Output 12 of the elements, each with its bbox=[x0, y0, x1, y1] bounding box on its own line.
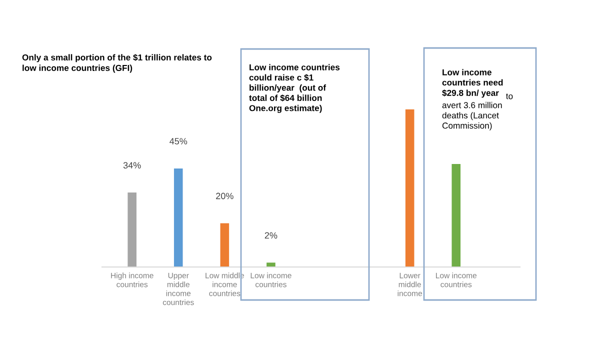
chart-title: Only a small portion of the $1 trillion relates to low income countries (GFI) bbox=[22, 54, 212, 73]
data-label: 20% bbox=[216, 192, 234, 200]
bar bbox=[128, 192, 136, 267]
bar bbox=[452, 164, 461, 267]
bar bbox=[266, 262, 276, 267]
data-label: 2% bbox=[264, 232, 278, 239]
bar bbox=[174, 168, 183, 267]
bar bbox=[220, 223, 230, 267]
bar bbox=[405, 109, 414, 267]
annotation: Low income countries could raise c $1 billion/year (out of total of $64 billion One.org estimate) bbox=[249, 64, 340, 113]
data-label: 45% bbox=[170, 138, 188, 144]
data-label: 34% bbox=[123, 162, 141, 169]
